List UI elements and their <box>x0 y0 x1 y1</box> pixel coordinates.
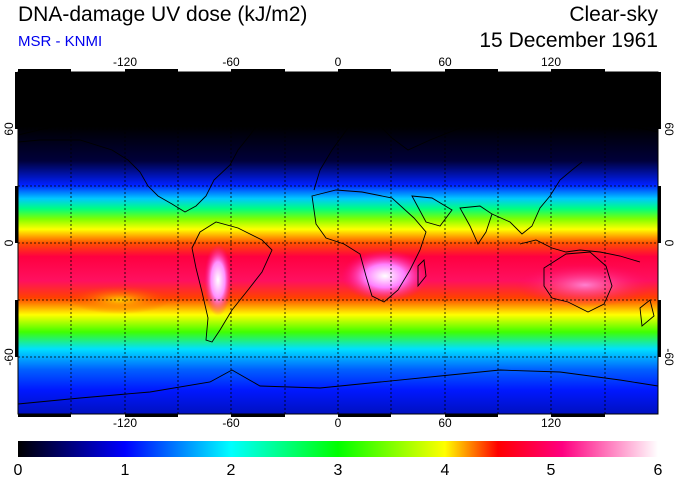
lat-label-right: 0 <box>662 240 676 247</box>
latitude-labels-right: 60 0 -60 <box>662 122 676 366</box>
lon-label-bottom: 120 <box>541 416 561 430</box>
lat-label-right: -60 <box>662 348 676 366</box>
coastline-north-america <box>17 107 263 213</box>
uv-maximum-australia <box>515 263 655 307</box>
coastline-east-asia <box>491 161 583 235</box>
colorbar-tick-label: 0 <box>14 462 23 479</box>
lat-label-left: 0 <box>2 239 16 246</box>
lon-label-bottom: 60 <box>438 416 452 430</box>
longitude-labels-bottom: -120 -60 0 60 120 <box>113 416 561 430</box>
coastline-greenland <box>261 85 331 123</box>
coastline-south-america <box>191 221 273 343</box>
uv-maximum-andes <box>204 244 232 316</box>
coastline-new-zealand <box>639 299 655 327</box>
colorbar-tick-labels: 0 1 2 3 4 5 6 <box>14 462 663 479</box>
lon-label-top: 0 <box>335 55 342 69</box>
lon-label-top: 60 <box>438 55 452 69</box>
lon-label-bottom: 0 <box>335 416 342 430</box>
lat-label-right: 60 <box>662 122 676 136</box>
coastline-madagascar <box>417 259 427 288</box>
colorbar-tick-label: 2 <box>227 462 236 479</box>
coastline-arabia <box>411 195 453 227</box>
lat-label-left: 60 <box>2 122 16 136</box>
uv-maximum-southern-africa <box>341 250 429 302</box>
lon-label-top: -120 <box>113 55 137 69</box>
colorbar-tick-label: 6 <box>654 462 663 479</box>
lon-label-top: -60 <box>222 55 240 69</box>
coastline-antarctica <box>17 369 659 405</box>
gridlines <box>18 72 658 414</box>
latitude-labels-left: 60 0 -60 <box>2 122 16 366</box>
coastline-europe <box>313 115 659 191</box>
lon-label-bottom: -120 <box>113 416 137 430</box>
source-label: MSR - KNMI <box>18 33 103 50</box>
colorbar-tick-label: 1 <box>121 462 130 479</box>
colorbar-tick-label: 3 <box>334 462 343 479</box>
longitude-labels-top: -120 -60 0 60 120 <box>113 55 561 69</box>
colorbar-tick-label: 4 <box>441 462 450 479</box>
coastline-australia <box>543 251 613 313</box>
coastline-southeast-asia-islands <box>519 239 641 263</box>
coastline-india <box>459 205 493 245</box>
lon-label-bottom: -60 <box>222 416 240 430</box>
colorbar <box>18 441 658 457</box>
colorbar-tick-label: 5 <box>547 462 556 479</box>
sky-condition-label: Clear-sky <box>569 3 658 26</box>
lon-label-top: 120 <box>541 55 561 69</box>
lat-label-left: -60 <box>2 348 16 366</box>
frame-edge-bars <box>15 69 661 417</box>
figure-title: DNA-damage UV dose (kJ/m2) <box>18 3 308 26</box>
date-label: 15 December 1961 <box>479 29 658 52</box>
